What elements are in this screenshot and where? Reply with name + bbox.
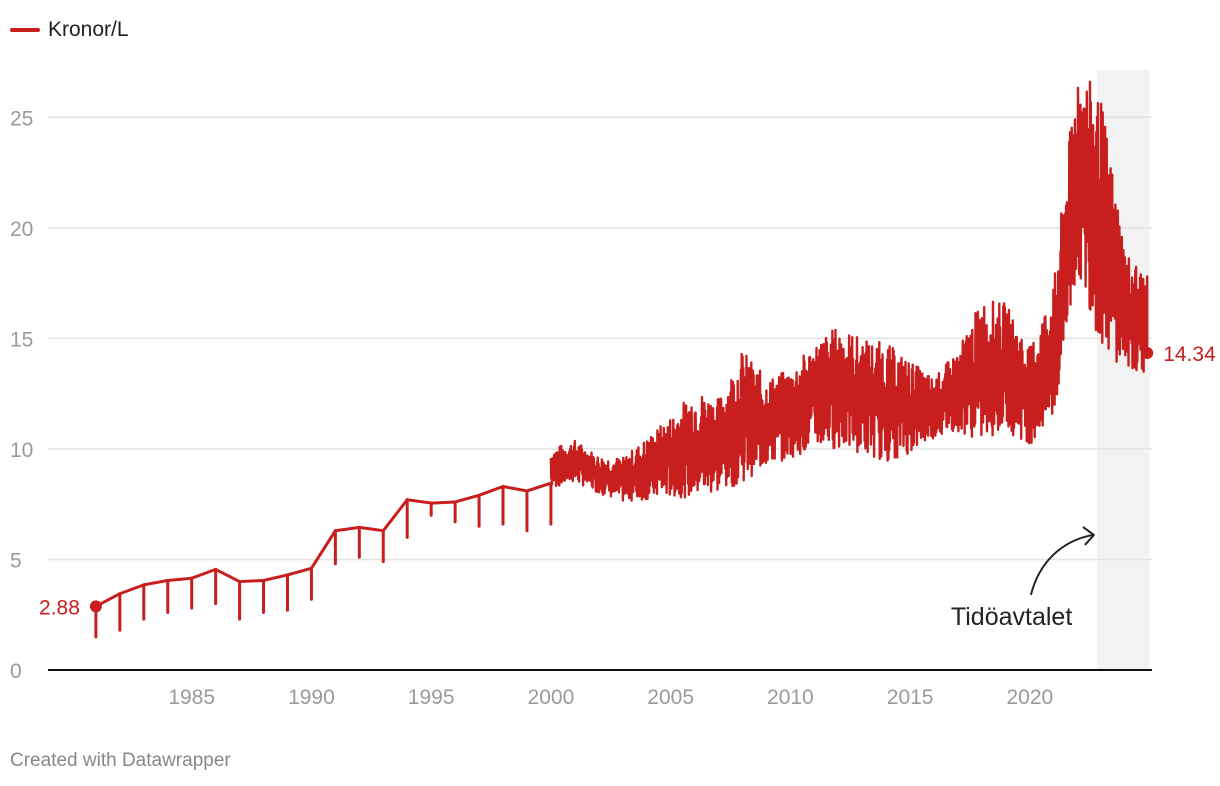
y-tick-label: 0 bbox=[10, 660, 22, 683]
series-segment bbox=[285, 566, 313, 577]
legend-swatch bbox=[10, 28, 40, 32]
annotation-arrow bbox=[1029, 533, 1094, 596]
x-tick-label: 1995 bbox=[408, 686, 455, 709]
series-segment bbox=[501, 484, 529, 493]
x-tick-label: 2005 bbox=[647, 686, 694, 709]
y-tick-label: 5 bbox=[10, 549, 22, 572]
series-line-volatile bbox=[549, 80, 1149, 502]
legend-label: Kronor/L bbox=[48, 18, 129, 41]
start-point bbox=[89, 600, 102, 613]
series-segment bbox=[262, 573, 289, 582]
series-segment bbox=[238, 578, 266, 584]
y-tick-label: 25 bbox=[10, 107, 33, 130]
series-segment bbox=[429, 500, 457, 505]
series-segment bbox=[333, 525, 361, 533]
x-tick-label: 2015 bbox=[887, 686, 934, 709]
y-tick-label: 10 bbox=[10, 439, 33, 462]
x-tick-label: 2020 bbox=[1007, 686, 1054, 709]
footer-credit: Created with Datawrapper bbox=[10, 750, 231, 771]
legend: Kronor/L bbox=[10, 18, 129, 42]
series-segment bbox=[190, 567, 218, 580]
annotation-arrowhead bbox=[1082, 526, 1095, 546]
y-tick-label: 20 bbox=[10, 218, 33, 241]
series-segment bbox=[477, 484, 505, 497]
series-segment bbox=[214, 567, 242, 584]
series-segment bbox=[405, 498, 433, 505]
x-tick-label: 1985 bbox=[168, 686, 215, 709]
series-segment bbox=[166, 576, 194, 582]
start-value-label: 2.88 bbox=[39, 596, 80, 619]
end-value-label: 14.34 bbox=[1163, 343, 1216, 366]
series-segment bbox=[453, 493, 481, 504]
series-segment bbox=[525, 481, 553, 493]
series-segment bbox=[357, 525, 385, 533]
x-tick-label: 2010 bbox=[767, 686, 814, 709]
series-segment bbox=[118, 583, 146, 596]
series-segment bbox=[142, 578, 170, 587]
x-tick-label: 2000 bbox=[528, 686, 575, 709]
annotation-label: Tidöavtalet bbox=[951, 603, 1072, 631]
end-point bbox=[1141, 346, 1154, 359]
series-segment bbox=[381, 498, 409, 533]
y-tick-label: 15 bbox=[10, 328, 33, 351]
series-segment bbox=[309, 529, 337, 570]
x-tick-label: 1990 bbox=[288, 686, 335, 709]
